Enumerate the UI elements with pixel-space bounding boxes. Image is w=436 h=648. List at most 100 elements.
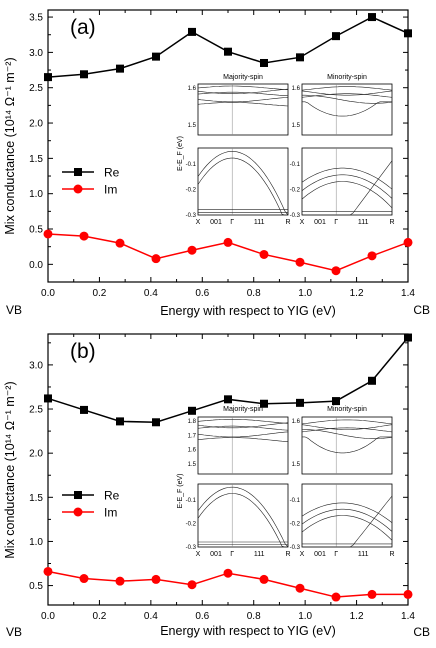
inset-ytick-label: -0.2 <box>290 188 301 194</box>
inset-top-frame <box>301 416 393 475</box>
y-tick-label: 1.0 <box>29 189 43 200</box>
inset-ytick-label: -0.2 <box>186 522 197 528</box>
inset-kpath-label: Γ <box>230 551 234 558</box>
y-tick-label: 2.5 <box>29 405 43 416</box>
x-tick-label: 0.2 <box>92 288 106 299</box>
x-tick-label: 1.2 <box>350 288 364 299</box>
inset-band-curve <box>197 91 289 97</box>
inset-kpath-label: X <box>196 219 201 226</box>
x-tick-label: 0.8 <box>247 288 261 299</box>
chart-panel-1: 0.0 0.2 0.4 0.6 0.8 1.0 1.2 1.4 0.0 0.5 1.0 1.5 2.0 2… <box>3 9 430 318</box>
y-tick-label: 0.5 <box>29 225 43 236</box>
x-tick-label: 0.6 <box>195 611 209 622</box>
inset-kpath-label: R <box>389 219 394 226</box>
data-point-im <box>115 238 125 248</box>
inset-kpath-label: 111 <box>254 219 265 226</box>
data-point-re <box>80 70 88 79</box>
inset-band-curve <box>302 495 393 548</box>
y-tick-label: 2.0 <box>29 119 43 130</box>
inset-bottom-frame <box>197 147 289 216</box>
legend-marker <box>73 507 83 517</box>
inset-kpath-label: 111 <box>254 551 265 558</box>
inset-band-curve <box>197 97 289 103</box>
y-tick-label: 2.0 <box>29 449 43 460</box>
data-point-im <box>79 574 89 584</box>
inset-ytick-label: -0.1 <box>186 498 197 504</box>
inset-ytick-label: 1.6 <box>292 419 301 425</box>
data-point-im <box>403 237 413 247</box>
inset-band-curve <box>197 85 289 90</box>
x-tick-label: 1.4 <box>401 288 415 299</box>
inset-ytick-label: 1.5 <box>292 123 301 129</box>
y-tick-label: 3.0 <box>29 48 43 59</box>
data-point-im <box>331 592 341 602</box>
data-point-im <box>151 574 161 584</box>
y-tick-label: 0.5 <box>29 581 43 592</box>
data-point-im <box>295 257 305 267</box>
inset-title: Minority-spin <box>327 74 367 81</box>
inset-top-frame <box>197 416 289 475</box>
inset-ytick-label: -0.3 <box>186 213 197 219</box>
x-tick-label: 0.4 <box>144 611 158 622</box>
inset-ytick-label: 1.7 <box>188 433 197 439</box>
data-point-re <box>80 405 88 414</box>
y-tick-label: 3.0 <box>29 360 43 371</box>
inset-ytick-label: -0.1 <box>186 162 197 168</box>
chart-panel-2: 0.0 0.2 0.4 0.6 0.8 1.0 1.2 1.4 0.5 1.0 1.5 2.0 2.5 3… <box>3 333 430 639</box>
inset-kpath-label: 111 <box>358 551 369 558</box>
inset-ytick-label: 1.6 <box>188 86 197 92</box>
y-axis-label: Mix conductance (10¹⁴ Ω⁻¹ m⁻²) <box>3 381 17 558</box>
inset-bottom-frame <box>197 483 289 548</box>
inset-band-curve <box>197 151 289 216</box>
inset-band-curve <box>197 437 289 442</box>
data-point-re <box>404 29 412 38</box>
data-point-im <box>223 237 233 247</box>
data-point-im <box>295 583 305 593</box>
inset-ytick-label: -0.2 <box>186 188 197 194</box>
legend-marker <box>73 184 83 194</box>
data-point-re <box>224 395 232 404</box>
data-point-im <box>187 245 197 255</box>
corner-label-right: CB <box>413 303 430 317</box>
data-point-re <box>44 73 52 82</box>
x-tick-label: 1.2 <box>350 611 364 622</box>
inset-ytick-label: 1.8 <box>188 419 197 425</box>
data-point-im <box>259 249 269 259</box>
inset-kpath-label: 001 <box>314 219 326 226</box>
data-point-re <box>44 394 52 403</box>
data-point-re <box>368 13 376 22</box>
inset-kpath-label: X <box>300 551 305 558</box>
inset-kpath-label: R <box>285 219 290 226</box>
inset-ytick-label: -0.1 <box>290 162 301 168</box>
data-point-re <box>296 53 304 62</box>
inset-band-curve <box>301 93 393 98</box>
inset-kpath-label: R <box>389 551 394 558</box>
inset-kpath-label: 001 <box>210 551 222 558</box>
inset-title: Majority-spin <box>223 406 263 413</box>
inset-band-curve <box>301 427 393 433</box>
inset-band-curve <box>301 86 393 91</box>
inset-ytick-label: 1.6 <box>188 448 197 454</box>
inset-top-frame <box>197 83 289 136</box>
inset-band-curve <box>301 508 393 532</box>
inset-band-curve <box>301 90 393 96</box>
inset-band-curve <box>301 429 393 440</box>
inset-kpath-label: R <box>285 551 290 558</box>
inset-band-curve <box>197 102 289 107</box>
corner-label-right: CB <box>413 625 430 639</box>
y-tick-label: 1.0 <box>29 537 43 548</box>
x-tick-label: 1.0 <box>298 611 312 622</box>
data-point-re <box>368 376 376 385</box>
panel-label: (b) <box>70 340 96 363</box>
data-point-re <box>152 52 160 61</box>
inset-band-curve <box>302 94 393 104</box>
x-tick-label: 0.4 <box>144 288 158 299</box>
inset-band-curve <box>301 174 393 199</box>
y-tick-label: 1.5 <box>29 493 43 504</box>
inset-band-curve <box>197 486 289 548</box>
inset-ytick-label: 1.5 <box>292 462 301 468</box>
inset-ytick-label: -0.1 <box>290 498 301 504</box>
data-point-im <box>223 568 233 578</box>
inset-ytick-label: -0.3 <box>290 213 301 219</box>
